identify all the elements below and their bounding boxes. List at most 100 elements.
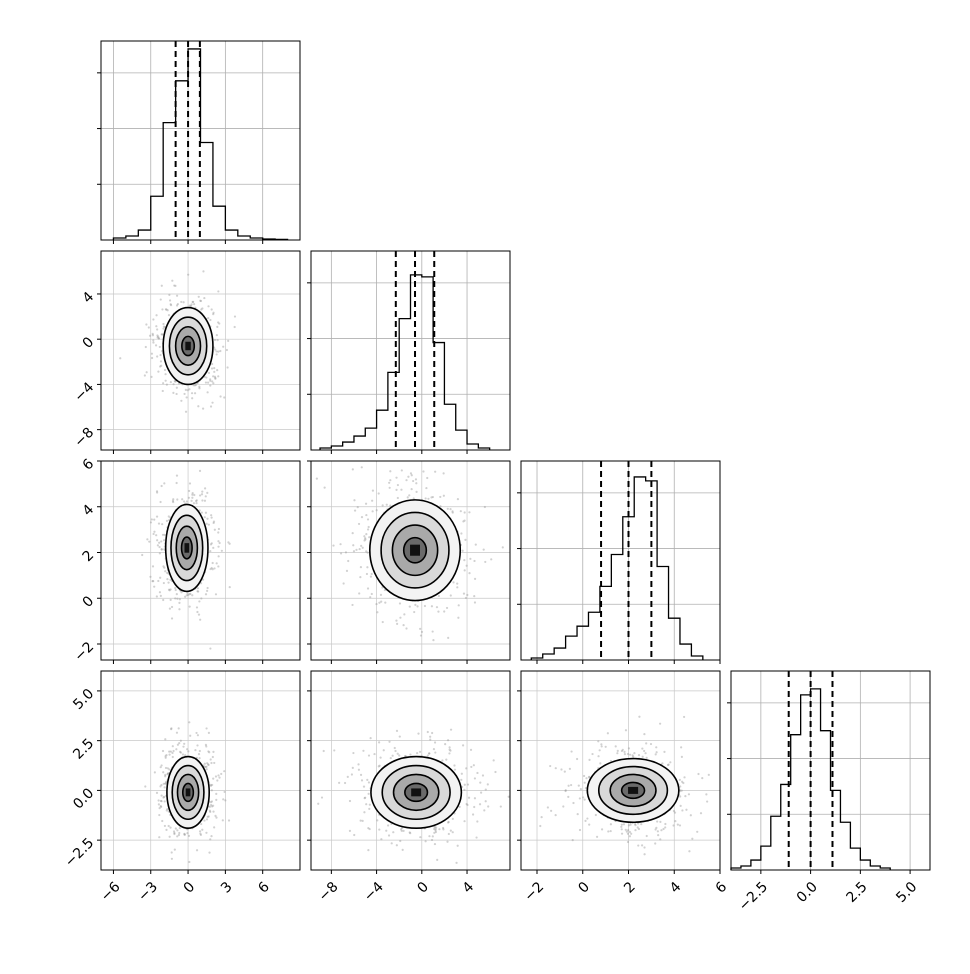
y-tick-label: −2 bbox=[71, 639, 97, 665]
sample-point bbox=[190, 303, 193, 306]
sample-point bbox=[198, 469, 202, 473]
sample-point bbox=[172, 391, 175, 394]
sample-point bbox=[388, 740, 391, 743]
sample-point bbox=[367, 781, 371, 784]
contour-line bbox=[609, 773, 657, 808]
sample-point bbox=[155, 515, 159, 518]
sample-point bbox=[200, 511, 203, 514]
sample-point bbox=[576, 813, 579, 816]
sample-point bbox=[449, 829, 452, 832]
sample-point bbox=[197, 752, 201, 756]
contour-line bbox=[166, 755, 211, 830]
sample-point bbox=[323, 486, 326, 489]
sample-point bbox=[185, 500, 188, 503]
sample-point bbox=[473, 797, 477, 800]
sample-point bbox=[365, 533, 368, 536]
sample-point bbox=[146, 538, 149, 541]
sample-point bbox=[169, 381, 172, 384]
sample-point bbox=[380, 600, 383, 603]
sample-point bbox=[357, 763, 360, 766]
sample-point bbox=[663, 750, 666, 753]
sample-point bbox=[359, 773, 363, 776]
contour-line bbox=[175, 525, 199, 571]
sample-point bbox=[579, 788, 582, 791]
panel-frame bbox=[100, 40, 301, 241]
sample-point bbox=[400, 829, 403, 832]
y-tick-label: −8 bbox=[71, 425, 97, 451]
sample-point bbox=[361, 546, 364, 549]
sample-point bbox=[201, 307, 204, 310]
sample-point bbox=[362, 785, 366, 788]
sample-point bbox=[456, 497, 460, 501]
sample-point bbox=[213, 370, 216, 373]
sample-point bbox=[170, 617, 174, 620]
sample-point bbox=[171, 279, 174, 282]
sample-point bbox=[600, 743, 603, 746]
sample-point bbox=[407, 475, 410, 478]
sample-point bbox=[620, 832, 624, 835]
sample-point bbox=[654, 842, 657, 845]
panel-content bbox=[311, 461, 510, 660]
sample-point bbox=[659, 820, 662, 823]
sample-point bbox=[156, 328, 159, 331]
panel-content bbox=[311, 671, 510, 870]
sample-point bbox=[353, 509, 357, 512]
sample-point bbox=[157, 337, 161, 340]
sample-point bbox=[451, 831, 454, 834]
sample-point bbox=[389, 479, 392, 482]
sample-point bbox=[352, 751, 355, 755]
sample-point bbox=[339, 552, 343, 555]
sample-point bbox=[355, 548, 358, 551]
x-tick-label: 0 bbox=[181, 879, 199, 897]
sample-point bbox=[701, 777, 704, 780]
sample-point bbox=[162, 327, 165, 330]
sample-point bbox=[620, 749, 624, 753]
sample-point bbox=[211, 568, 214, 571]
sample-point bbox=[446, 739, 450, 742]
sample-point bbox=[159, 353, 162, 357]
sample-point bbox=[554, 767, 557, 770]
sample-point bbox=[457, 616, 460, 619]
sample-point bbox=[501, 546, 504, 549]
sample-point bbox=[588, 758, 591, 761]
sample-point bbox=[148, 334, 152, 337]
sample-point bbox=[629, 823, 632, 826]
sample-point bbox=[214, 348, 217, 351]
sample-point bbox=[210, 566, 213, 570]
sample-point bbox=[419, 836, 422, 839]
sample-point bbox=[204, 381, 208, 384]
sample-point bbox=[184, 754, 187, 757]
sample-point bbox=[447, 820, 450, 824]
sample-point bbox=[376, 819, 379, 822]
sample-point bbox=[678, 824, 682, 827]
sample-point bbox=[205, 831, 208, 834]
sample-point bbox=[200, 308, 203, 311]
sample-point bbox=[484, 788, 487, 791]
sample-point bbox=[178, 831, 181, 835]
contour-line bbox=[391, 524, 439, 577]
sample-point bbox=[188, 605, 191, 608]
sample-point bbox=[460, 772, 463, 775]
sample-point bbox=[217, 545, 220, 548]
sample-point bbox=[174, 827, 177, 830]
sample-point bbox=[315, 477, 318, 480]
sample-point bbox=[200, 597, 203, 600]
sample-point bbox=[205, 522, 208, 525]
sample-point bbox=[201, 828, 204, 831]
sample-point bbox=[161, 389, 164, 393]
sample-point bbox=[164, 570, 167, 573]
sample-point bbox=[483, 505, 486, 509]
sample-point bbox=[199, 833, 203, 836]
sample-point bbox=[317, 802, 320, 805]
y-tick-label: 6 bbox=[80, 456, 98, 474]
sample-point bbox=[155, 791, 159, 795]
sample-point bbox=[546, 806, 549, 809]
sample-point bbox=[643, 749, 646, 753]
sample-point bbox=[156, 544, 159, 547]
sample-point bbox=[201, 407, 205, 410]
sample-point bbox=[645, 742, 648, 745]
sample-point bbox=[457, 604, 460, 607]
sample-point bbox=[157, 337, 160, 340]
sample-point bbox=[198, 749, 201, 753]
sample-point bbox=[211, 561, 214, 565]
